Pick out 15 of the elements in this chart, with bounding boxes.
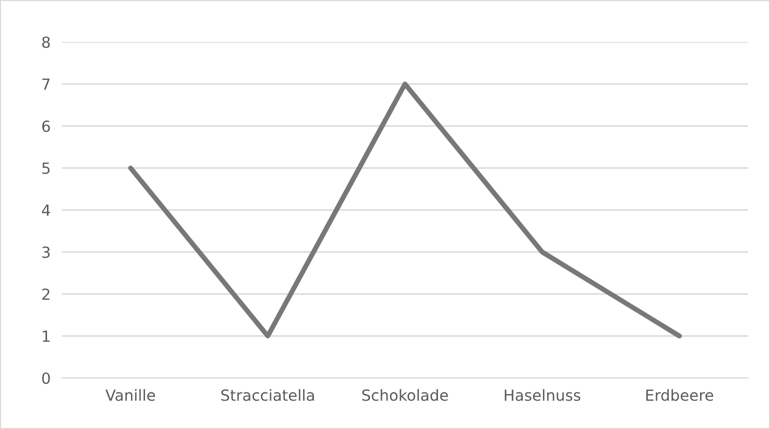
y-tick-label: 7 bbox=[42, 78, 50, 90]
y-tick-label: 1 bbox=[42, 330, 50, 342]
y-tick-label: 3 bbox=[42, 246, 50, 258]
x-tick-label: Stracciatella bbox=[221, 389, 314, 401]
y-tick-label: 6 bbox=[42, 120, 50, 132]
y-tick-label: 4 bbox=[42, 204, 50, 216]
line-series bbox=[128, 82, 682, 338]
y-tick-label: 8 bbox=[42, 36, 50, 48]
x-tick-label: Erdbeere bbox=[646, 389, 714, 401]
x-tick-label: Haselnuss bbox=[504, 389, 580, 401]
x-tick-label: Vanille bbox=[105, 389, 156, 401]
y-tick-label: 0 bbox=[42, 372, 50, 384]
y-tick-label: 2 bbox=[42, 288, 50, 300]
x-tick-label: Schokolade bbox=[362, 389, 448, 401]
y-tick-label: 5 bbox=[42, 162, 50, 174]
